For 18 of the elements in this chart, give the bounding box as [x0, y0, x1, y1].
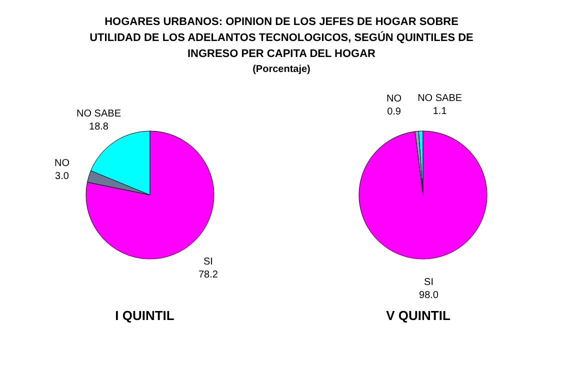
slice-label: NO SABE: [76, 108, 122, 120]
text: (Porcentaje): [252, 63, 312, 77]
slice-label: NO: [54, 158, 70, 170]
slice-label: SI: [424, 276, 434, 288]
slice-label: SI: [203, 256, 213, 268]
pie-slice: [86, 130, 214, 260]
slice-label: NO SABE: [418, 93, 463, 104]
data-label: 3.0: [54, 171, 70, 182]
text: I QUINTIL: [115, 308, 174, 323]
data-label: 0.9: [387, 106, 402, 118]
text: HOGARES URBANOS: OPINION DE LOS JEFES DE HOGAR SOBRE UTILIDAD DE LOS ADELANTOS TECNOLOGICOS, SEGÚN QUINTILES DE INGRESO PER CAPITA DEL HOGAR: [88, 15, 474, 62]
data-label: 1.1: [433, 106, 448, 118]
data-label: 78.2: [198, 269, 218, 280]
data-label: 98.0: [419, 290, 440, 301]
data-label: 18.8: [88, 122, 109, 133]
pie-slice: [359, 130, 488, 260]
text: V QUINTIL: [386, 308, 450, 323]
slice-label: NO: [386, 93, 402, 104]
